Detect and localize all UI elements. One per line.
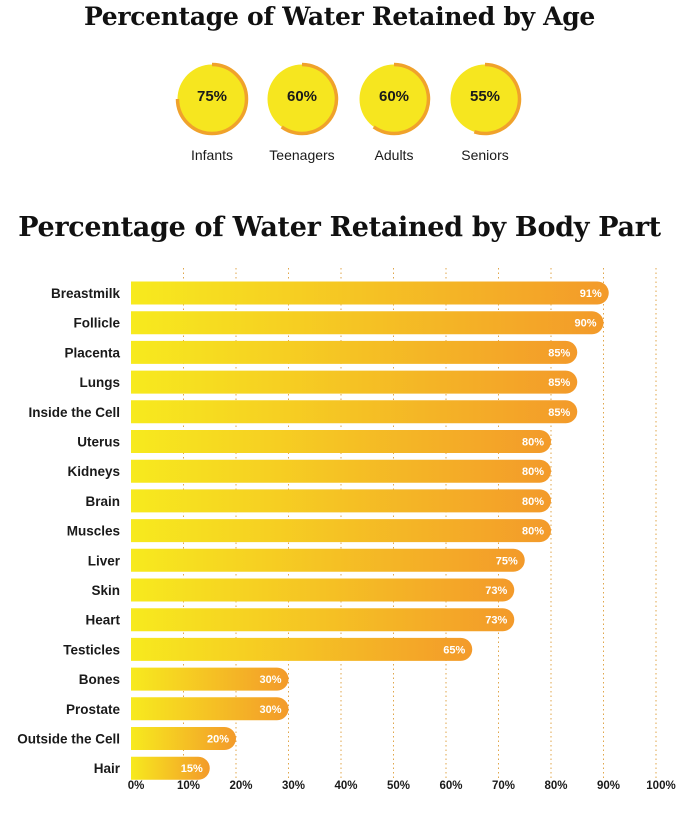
bar-value-label: 20% [207,734,229,746]
x-tick-label: 70% [492,780,515,792]
age-ring-value: 75% [196,88,228,105]
age-ring-arc [372,62,431,136]
bar-value-label: 30% [259,704,281,716]
age-ring-arc [280,62,339,136]
category-label: Inside the Cell [28,405,120,420]
bar [131,370,578,394]
bar-value-label: 85% [548,347,570,359]
x-tick-label: 90% [597,780,620,792]
bar [131,578,515,602]
bar [131,697,289,721]
bar [131,727,237,750]
bar [131,519,551,543]
bar-value-label: 80% [522,496,544,508]
x-tick-label: 0% [128,780,145,792]
category-label: Skin [91,583,120,598]
x-tick-label: 60% [439,780,462,792]
category-label: Muscles [67,524,120,539]
category-label: Brain [85,494,120,509]
bar-value-label: 85% [548,407,570,419]
age-label: Adults [374,147,414,163]
bar-value-label: 85% [548,377,570,389]
age-label: Seniors [461,147,509,163]
x-tick-label: 10% [177,780,200,792]
bar [131,311,604,335]
bar-value-label: 15% [181,763,203,775]
age-label: Teenagers [269,147,335,163]
bar-value-label: 30% [259,674,281,686]
category-label: Breastmilk [51,286,121,301]
age-ring [359,62,431,136]
age-ring-value: 55% [469,88,501,105]
bar [131,430,551,453]
category-label: Lungs [80,375,121,390]
bar [131,459,551,483]
category-label: Prostate [66,702,121,717]
x-tick-label: 20% [229,780,252,792]
age-ring [175,62,249,136]
age-ring-fill [450,64,520,134]
x-tick-label: 50% [387,780,410,792]
bar [131,489,551,513]
age-ring-item: 60% Teenagers [257,62,347,163]
bar-value-label: 91% [580,288,602,300]
category-label: Placenta [64,345,120,360]
category-label: Outside the Cell [17,732,120,747]
age-ring [267,62,339,136]
bar [131,340,578,364]
age-ring-item: 60% Adults [349,62,439,163]
bar-value-label: 73% [485,585,507,597]
x-tick-label: 100% [646,780,675,792]
category-label: Bones [79,672,120,687]
age-ring-arc [175,62,249,136]
bar-value-label: 80% [522,526,544,538]
age-ring-item: 75% Infants [167,62,257,163]
bar [131,548,525,572]
category-label: Liver [88,553,121,568]
bar-value-label: 65% [443,644,465,656]
category-label: Heart [85,613,120,628]
body-part-bar-chart: Breastmilk 91% Follicle 90% Placenta 85% Lungs… [17,268,676,792]
category-label: Uterus [77,435,120,450]
category-label: Hair [94,761,121,776]
bar-value-label: 90% [574,318,596,330]
x-tick-label: 40% [334,780,357,792]
age-ring-arc [473,62,522,136]
x-tick-label: 80% [544,780,567,792]
category-label: Testicles [63,642,120,657]
bar [131,281,609,305]
age-ring-fill [267,64,337,134]
bar-value-label: 80% [522,437,544,449]
age-ring-value: 60% [286,88,318,105]
bar-value-label: 75% [496,555,518,567]
body-chart-title: Percentage of Water Retained by Body Par… [18,212,661,243]
category-label: Follicle [73,316,120,331]
age-ring-fill [359,64,429,134]
bar-value-label: 80% [522,466,544,478]
bar [131,637,473,661]
x-axis-ticks: 0% 10% 20% 30% 40% 50% 60% 70% 80% 90% 100% [128,780,676,792]
x-tick-label: 30% [282,780,305,792]
age-label: Infants [190,147,234,163]
bar [131,400,578,424]
category-label: Kidneys [67,464,120,479]
bar [131,608,515,632]
age-ring-item: 55% Seniors [440,62,530,163]
bar [131,667,289,691]
age-chart-title: Percentage of Water Retained by Age [83,2,596,31]
bar [131,756,210,780]
age-ring [450,62,522,136]
bar-value-label: 73% [485,615,507,627]
bars: Breastmilk 91% Follicle 90% Placenta 85% Lungs… [17,281,609,780]
age-ring-value: 60% [378,88,410,105]
age-ring-fill [177,64,247,134]
